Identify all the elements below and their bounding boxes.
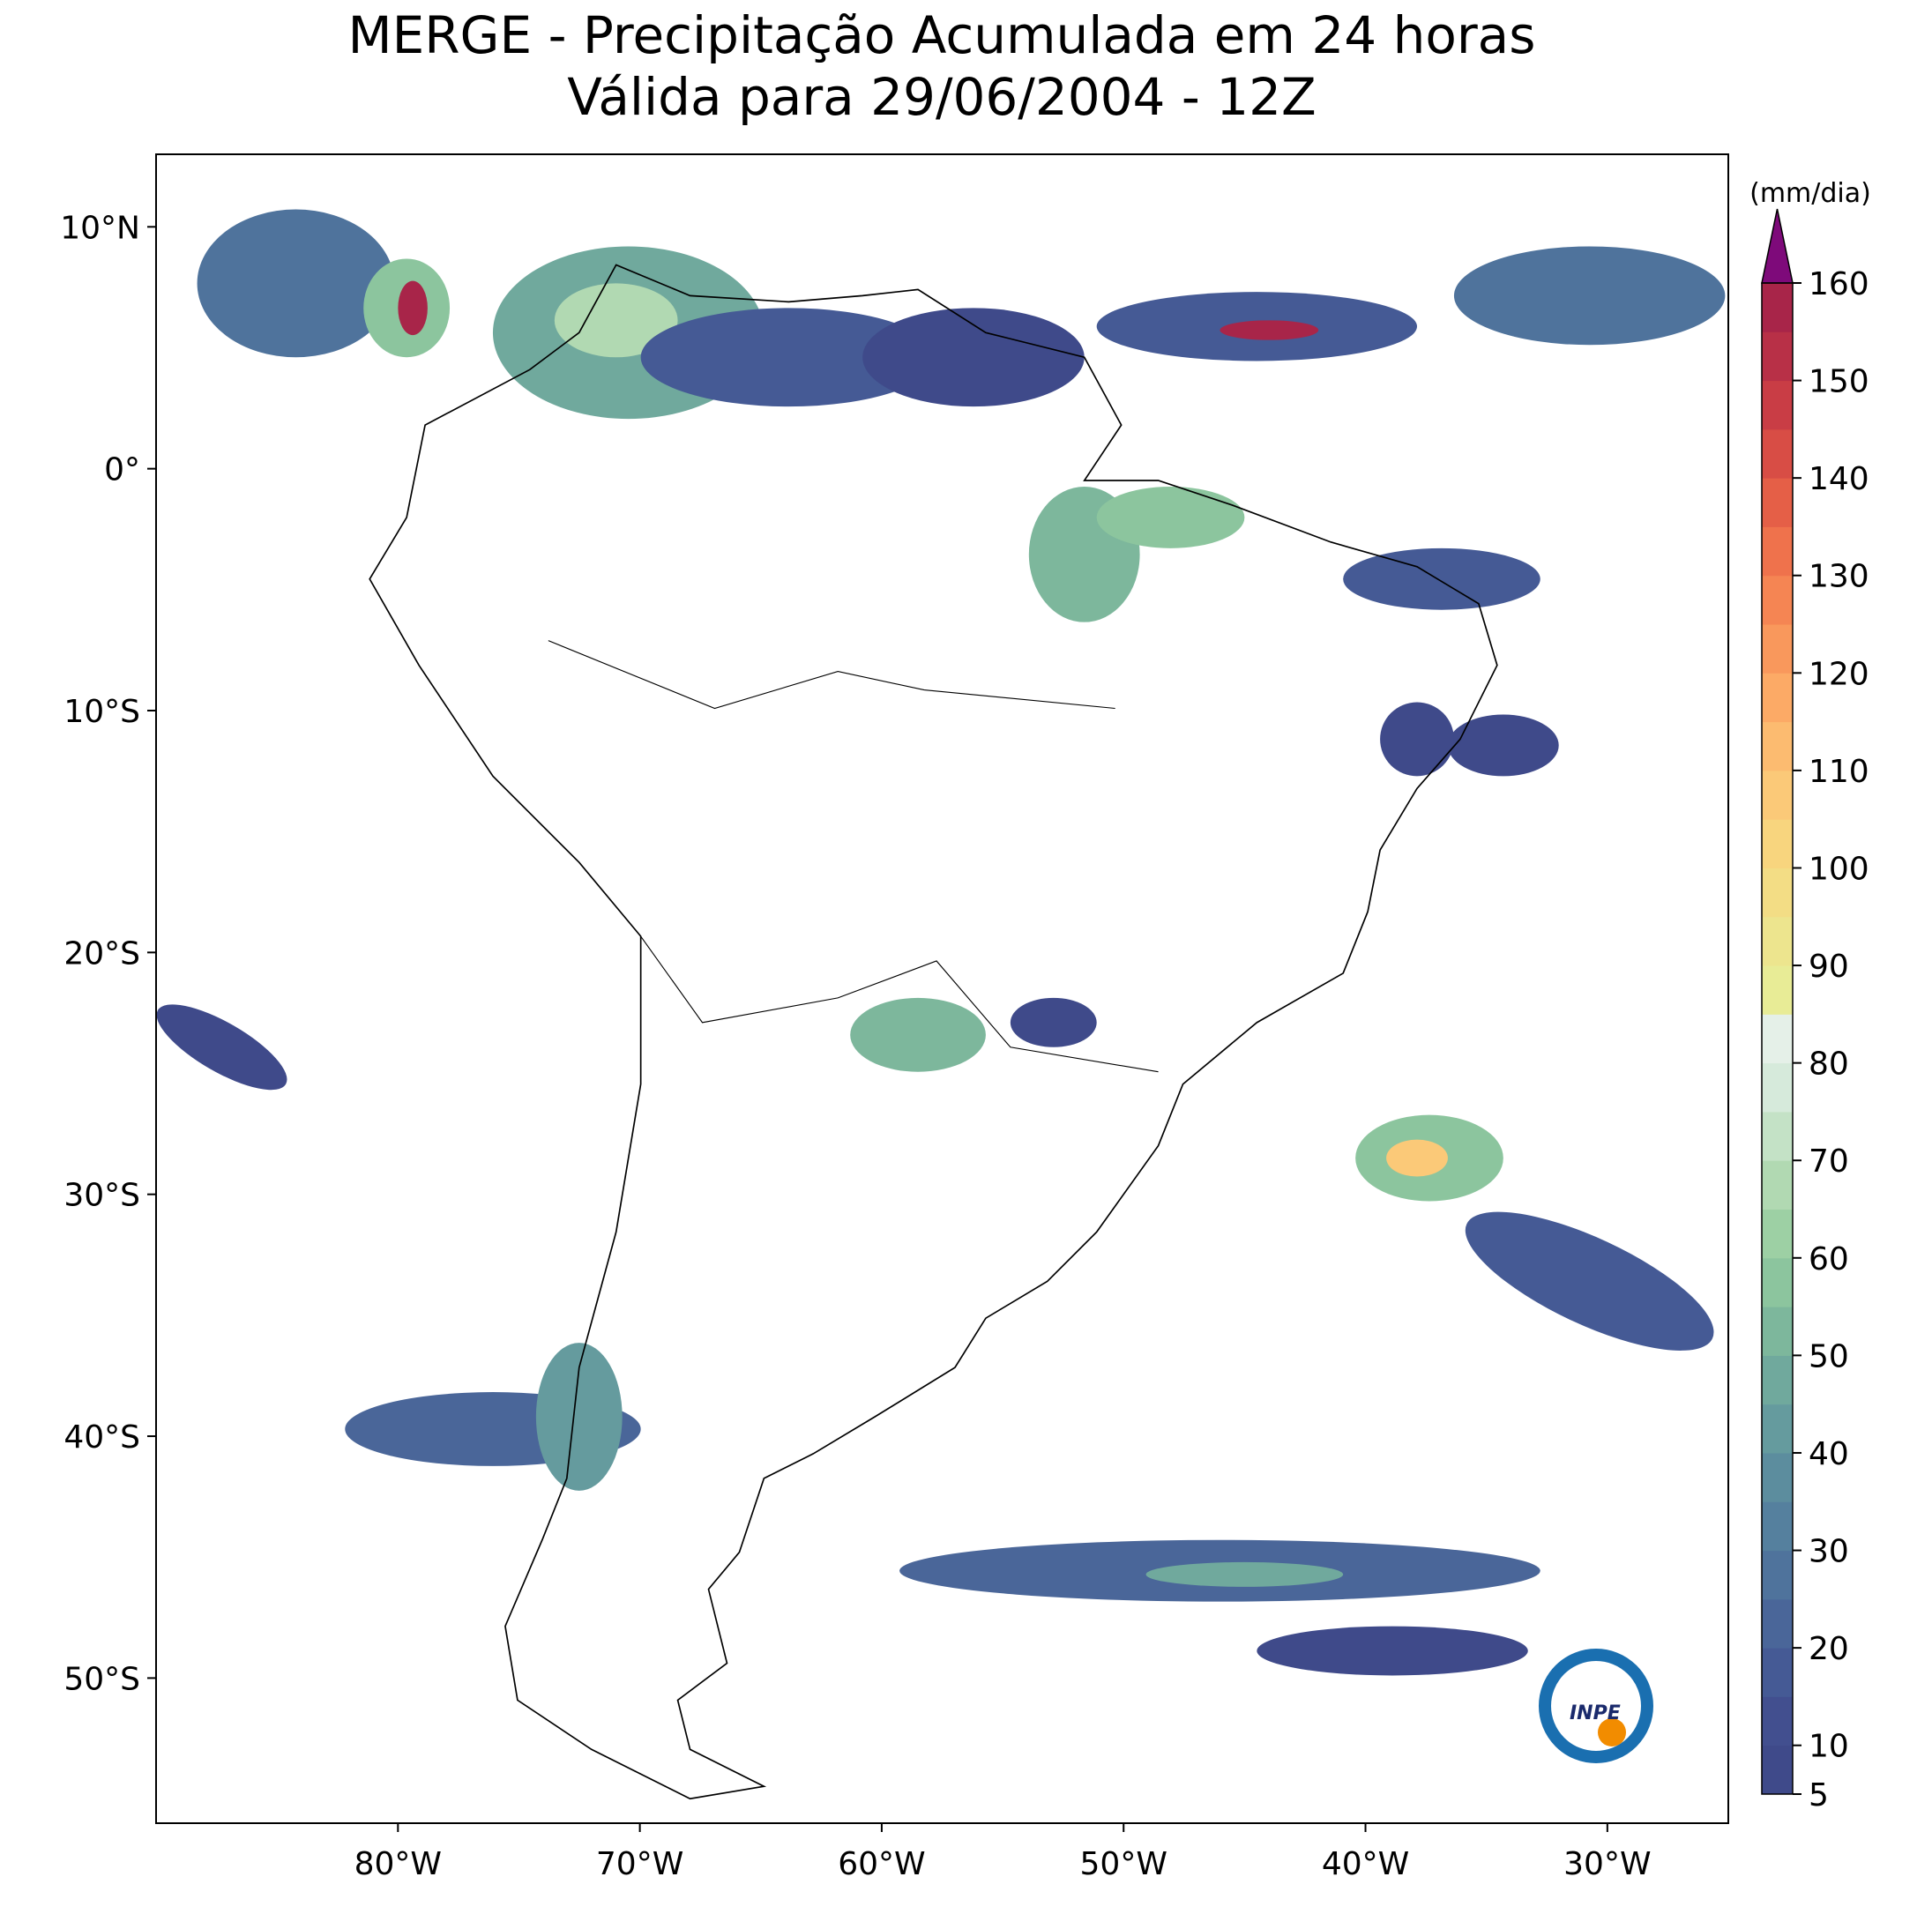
colorbar-tick-label: 10 (1809, 1729, 1849, 1765)
colorbar-tick-label: 140 (1809, 461, 1869, 497)
colorbar-segment (1762, 575, 1793, 625)
colorbar-segment (1762, 1745, 1793, 1795)
x-tick-label: 40°W (1322, 1846, 1409, 1882)
colorbar-segment (1762, 1160, 1793, 1210)
colorbar-tick-label: 120 (1809, 656, 1869, 692)
colorbar-segment (1762, 1209, 1793, 1259)
colorbar-segment (1762, 673, 1793, 723)
x-tick-label: 30°W (1563, 1846, 1651, 1882)
colorbar-segment (1762, 1257, 1793, 1307)
colorbar-tick-label: 50 (1809, 1338, 1849, 1374)
y-tick-label: 40°S (63, 1419, 140, 1456)
colorbar-segment (1762, 428, 1793, 479)
colorbar-segment (1762, 1598, 1793, 1649)
colorbar-segment (1762, 380, 1793, 430)
colorbar-segment (1762, 1014, 1793, 1064)
colorbar-segment (1762, 478, 1793, 527)
logo-text: INPE (1570, 1702, 1621, 1724)
colorbar-segment (1762, 1062, 1793, 1113)
colorbar-segment (1762, 1307, 1793, 1356)
colorbar-tick-label: 70 (1809, 1143, 1849, 1180)
colorbar-segment (1762, 916, 1793, 966)
colorbar-segment (1762, 770, 1793, 820)
y-tick-label: 20°S (63, 935, 140, 972)
y-tick-label: 10°N (60, 210, 140, 246)
colorbar-segment (1762, 1355, 1793, 1405)
title: MERGE - Precipitação Acumulada em 24 hor… (348, 5, 1536, 65)
colorbar-tick-label: 100 (1809, 851, 1869, 887)
colorbar-label: (mm/dia) (1749, 178, 1871, 209)
y-tick-label: 30°S (63, 1178, 140, 1214)
colorbar-segment (1762, 819, 1793, 868)
colorbar-tick-label: 60 (1809, 1241, 1849, 1277)
colorbar-segment (1762, 868, 1793, 918)
colorbar-segment (1762, 1550, 1793, 1600)
colorbar-tick-label: 20 (1809, 1631, 1849, 1667)
y-tick-label: 50°S (63, 1661, 140, 1697)
map-frame (155, 153, 1729, 1824)
x-tick-label: 50°W (1080, 1846, 1167, 1882)
colorbar-tick-label: 160 (1809, 266, 1869, 302)
colorbar-segment (1762, 526, 1793, 577)
colorbar-segment (1762, 1501, 1793, 1552)
colorbar-segment (1762, 965, 1793, 1015)
colorbar-segment (1762, 1111, 1793, 1161)
colorbar-segment (1762, 1648, 1793, 1697)
colorbar-segment (1762, 1452, 1793, 1502)
colorbar-segment (1762, 1404, 1793, 1454)
colorbar-tick-label: 30 (1809, 1534, 1849, 1570)
map-area (156, 209, 1726, 1800)
colorbar-segment (1762, 721, 1793, 771)
logo: INPE (1539, 1649, 1653, 1763)
colorbar-tick-label: 130 (1809, 559, 1869, 595)
subtitle: Válida para 29/06/2004 - 12Z (567, 67, 1317, 127)
precipitation-field (156, 209, 1726, 1800)
colorbar-tick-label: 40 (1809, 1436, 1849, 1472)
colorbar-tick-label: 90 (1809, 949, 1849, 985)
colorbar-tick-label: 5 (1809, 1777, 1829, 1813)
colorbar-tick-label: 150 (1809, 364, 1869, 400)
colorbar-extend (1761, 208, 1794, 284)
colorbar-frame (1761, 282, 1794, 1795)
colorbar-segment (1762, 624, 1793, 674)
colorbar-segment (1762, 331, 1793, 382)
colorbar-tick-label: 80 (1809, 1046, 1849, 1083)
colorbar-tick-label: 110 (1809, 754, 1869, 790)
y-tick-label: 10°S (63, 694, 140, 730)
x-tick-label: 60°W (838, 1846, 925, 1882)
colorbar-segment (1762, 1696, 1793, 1746)
x-tick-label: 80°W (354, 1846, 442, 1882)
y-tick-label: 0° (104, 452, 140, 488)
x-tick-label: 70°W (596, 1846, 683, 1882)
colorbar-segment (1762, 283, 1793, 332)
